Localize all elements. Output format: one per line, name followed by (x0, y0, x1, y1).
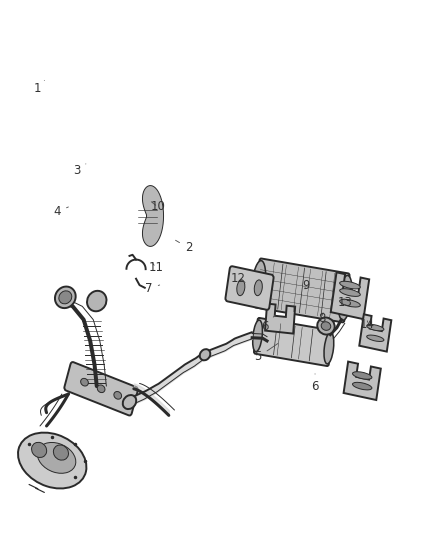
Ellipse shape (32, 442, 47, 457)
Polygon shape (343, 361, 381, 400)
Ellipse shape (97, 385, 105, 393)
Text: 13: 13 (337, 296, 352, 309)
Polygon shape (359, 314, 391, 352)
Text: 2: 2 (176, 240, 192, 254)
Ellipse shape (237, 280, 245, 296)
Ellipse shape (123, 395, 136, 409)
Ellipse shape (353, 382, 372, 390)
Text: 1: 1 (34, 80, 44, 95)
Ellipse shape (253, 320, 262, 352)
Ellipse shape (339, 289, 360, 296)
Text: 9: 9 (303, 279, 310, 292)
Ellipse shape (87, 291, 106, 311)
Text: 11: 11 (148, 261, 163, 274)
Ellipse shape (321, 322, 331, 330)
FancyBboxPatch shape (254, 318, 332, 366)
Text: 3: 3 (74, 164, 86, 177)
Ellipse shape (55, 287, 76, 308)
Text: 12: 12 (231, 272, 246, 285)
Ellipse shape (367, 335, 384, 342)
Ellipse shape (81, 378, 88, 386)
Polygon shape (265, 304, 295, 334)
FancyBboxPatch shape (226, 266, 274, 310)
Text: 14: 14 (360, 319, 375, 332)
FancyBboxPatch shape (64, 362, 138, 416)
Ellipse shape (324, 332, 334, 364)
Polygon shape (142, 185, 163, 246)
Ellipse shape (59, 291, 72, 304)
Ellipse shape (18, 433, 86, 488)
Ellipse shape (339, 300, 360, 307)
Text: 6: 6 (311, 374, 319, 393)
Polygon shape (331, 272, 369, 319)
Ellipse shape (114, 392, 122, 399)
Ellipse shape (338, 276, 352, 320)
Ellipse shape (252, 261, 266, 305)
Ellipse shape (200, 349, 210, 360)
Ellipse shape (37, 442, 76, 473)
Text: 10: 10 (150, 200, 165, 213)
Ellipse shape (317, 318, 335, 335)
FancyBboxPatch shape (254, 259, 350, 322)
Ellipse shape (339, 281, 360, 289)
Ellipse shape (353, 372, 372, 379)
Text: 8: 8 (318, 312, 325, 325)
Text: 4: 4 (54, 205, 68, 218)
Text: 5: 5 (254, 344, 278, 364)
Ellipse shape (254, 280, 262, 296)
Ellipse shape (53, 445, 68, 460)
Ellipse shape (367, 325, 384, 331)
Text: 7: 7 (145, 282, 159, 295)
Text: 6: 6 (261, 316, 275, 333)
